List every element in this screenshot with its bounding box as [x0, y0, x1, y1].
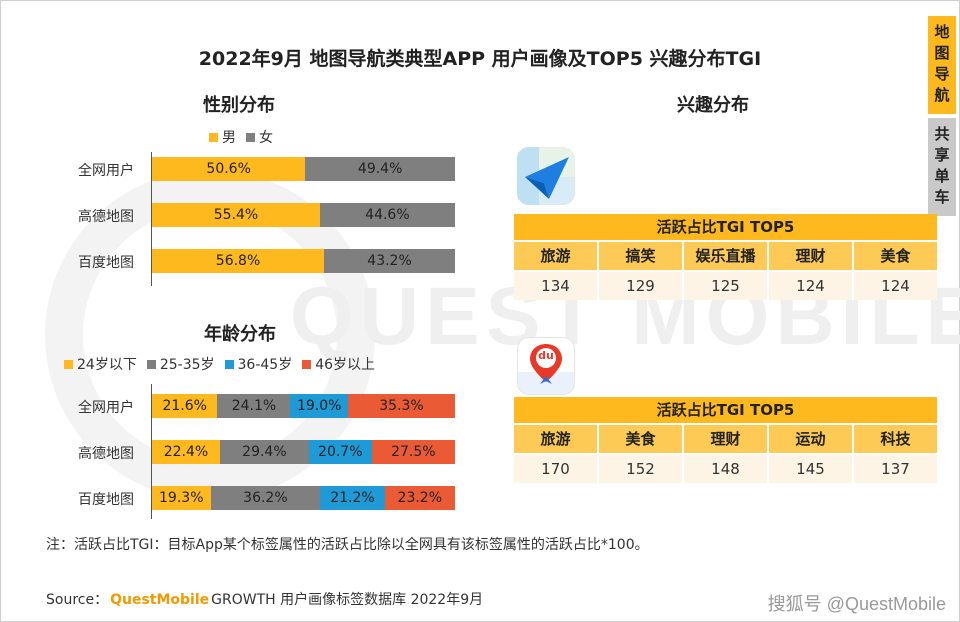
baidu-icon-text: du [538, 349, 554, 362]
age-bar: 19.3% 36.2% 21.2% 23.2% [152, 486, 455, 510]
gender-bar: 55.4% 44.6% [152, 203, 455, 227]
age-legend: 24岁以下 25-35岁 36-45岁 46岁以上 [64, 354, 385, 374]
age-row-label: 全网用户 [78, 400, 134, 416]
tgi-column: 理财 [682, 425, 767, 453]
source-prefix: Source： [46, 592, 109, 608]
age-bar-segment: 20.7% [308, 440, 372, 464]
footer-watermark: 搜狐号 @QuestMobile [767, 594, 946, 614]
age-legend-swatch [302, 359, 312, 369]
tgi-table-columns: 旅游 搞笑 娱乐直播 理财 美食 [514, 242, 937, 270]
age-bar-segment: 35.3% [348, 394, 455, 418]
tgi-column: 旅游 [514, 425, 597, 453]
age-bar-segment: 19.3% [152, 486, 211, 510]
source-suffix: GROWTH 用户画像标签数据库 2022年9月 [211, 592, 484, 608]
age-legend-label: 36-45岁 [237, 357, 293, 373]
age-legend-label: 46岁以上 [315, 357, 376, 373]
age-bar-segment: 36.2% [210, 486, 321, 510]
page-title: 2022年9月 地图导航类典型APP 用户画像及TOP5 兴趣分布TGI [198, 48, 762, 70]
gender-legend-item: 男 [209, 127, 236, 147]
side-tab-shared-bike[interactable]: 共享单车 [928, 118, 956, 216]
age-legend-label: 25-35岁 [159, 357, 215, 373]
age-legend-label: 24岁以下 [77, 357, 137, 373]
tgi-column: 运动 [767, 425, 852, 453]
tgi-table-values: 170 152 148 145 137 [514, 455, 937, 483]
side-tab-map-navigation[interactable]: 地图导航 [928, 16, 956, 114]
tgi-value: 145 [767, 455, 852, 483]
age-bar: 21.6% 24.1% 19.0% 35.3% [152, 394, 455, 418]
baidu-map-icon: du [517, 337, 575, 395]
gender-row-label: 高德地图 [78, 209, 134, 225]
tgi-column: 旅游 [514, 242, 597, 270]
tgi-value: 124 [852, 272, 937, 300]
age-legend-swatch [224, 359, 234, 369]
gender-legend-swatch [209, 132, 218, 142]
source-line: Source： QuestMobile GROWTH 用户画像标签数据库 202… [46, 589, 483, 609]
gender-bar-segment: 44.6% [319, 203, 455, 227]
gender-bar: 56.8% 43.2% [152, 249, 455, 273]
gender-bar-segment: 55.4% [152, 203, 320, 227]
tgi-column: 美食 [852, 242, 937, 270]
age-bar-segment: 27.5% [371, 440, 455, 464]
tgi-column: 理财 [767, 242, 852, 270]
tgi-value: 170 [514, 455, 597, 483]
side-tab-label: 共享单车 [934, 125, 950, 206]
age-legend-item: 24岁以下 [64, 354, 137, 374]
age-legend-swatch [64, 359, 73, 369]
tgi-value: 152 [597, 455, 682, 483]
gender-row-label: 百度地图 [78, 255, 134, 271]
age-bar-segment: 22.4% [152, 440, 220, 464]
gender-bar: 50.6% 49.4% [152, 157, 455, 181]
footnote: 注：活跃占比TGI：目标App某个标签属性的活跃占比除以全网具有该标签属性的活跃… [46, 537, 649, 553]
age-section-title: 年龄分布 [204, 324, 276, 345]
age-bar-segment: 21.6% [152, 394, 218, 418]
tgi-value: 148 [682, 455, 767, 483]
gender-section-title: 性别分布 [203, 95, 275, 116]
gender-legend-item: 女 [246, 127, 273, 147]
tgi-value: 125 [682, 272, 767, 300]
age-bar-segment: 24.1% [217, 394, 291, 418]
tgi-column: 科技 [852, 425, 937, 453]
gender-legend: 男女 [209, 127, 283, 147]
tgi-value: 134 [514, 272, 597, 300]
tgi-value: 137 [852, 455, 937, 483]
tgi-column: 美食 [597, 425, 682, 453]
interest-section-title: 兴趣分布 [677, 95, 749, 116]
amap-navigation-icon [517, 147, 575, 205]
tgi-column: 搞笑 [597, 242, 682, 270]
gender-legend-swatch [246, 132, 255, 142]
gender-legend-label: 男 [222, 130, 236, 146]
tgi-table-baidu: 活跃占比TGI TOP5 旅游 美食 理财 运动 科技 170 152 148 … [514, 397, 937, 483]
age-row-label: 高德地图 [78, 446, 134, 462]
age-bar-segment: 21.2% [320, 486, 385, 510]
side-tab-label: 地图导航 [934, 23, 950, 104]
gender-bar-segment: 56.8% [152, 249, 325, 273]
gender-bar-segment: 43.2% [324, 249, 455, 273]
gender-axis [151, 152, 152, 286]
age-legend-swatch [146, 359, 156, 369]
age-bar-segment: 23.2% [384, 486, 455, 510]
age-bar-segment: 19.0% [290, 394, 349, 418]
age-legend-item: 46岁以上 [302, 354, 375, 374]
tgi-table-amap: 活跃占比TGI TOP5 旅游 搞笑 娱乐直播 理财 美食 134 129 12… [514, 214, 937, 300]
tgi-table-header: 活跃占比TGI TOP5 [514, 214, 937, 240]
age-bar-segment: 29.4% [219, 440, 309, 464]
age-bar: 22.4% 29.4% 20.7% 27.5% [152, 440, 455, 464]
gender-row-label: 全网用户 [78, 163, 134, 179]
age-legend-item: 25-35岁 [146, 354, 215, 374]
tgi-value: 129 [597, 272, 682, 300]
tgi-table-header: 活跃占比TGI TOP5 [514, 397, 937, 423]
age-axis [151, 384, 152, 519]
tgi-value: 124 [767, 272, 852, 300]
age-legend-item: 36-45岁 [224, 354, 293, 374]
gender-legend-label: 女 [259, 130, 273, 146]
gender-bar-segment: 49.4% [305, 157, 455, 181]
age-row-label: 百度地图 [78, 492, 134, 508]
source-brand: QuestMobile [110, 592, 210, 608]
tgi-table-columns: 旅游 美食 理财 运动 科技 [514, 425, 937, 453]
tgi-column: 娱乐直播 [682, 242, 767, 270]
gender-bar-segment: 50.6% [152, 157, 306, 181]
tgi-table-values: 134 129 125 124 124 [514, 272, 937, 300]
